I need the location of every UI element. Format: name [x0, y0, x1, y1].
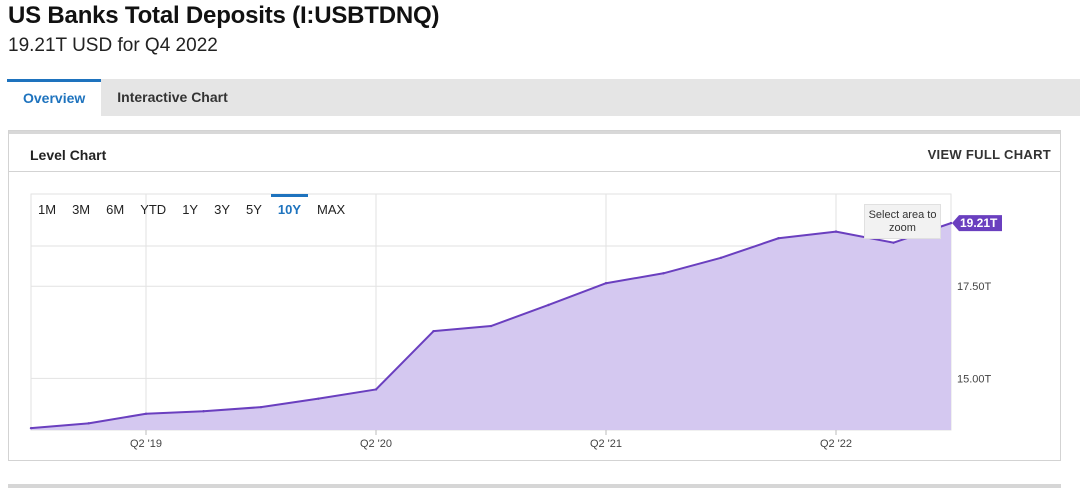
data-point [29, 426, 33, 430]
data-point [432, 329, 435, 333]
y-tick-label: 15.00T [957, 373, 992, 385]
data-point [144, 412, 148, 415]
card-title: Level Chart [30, 147, 107, 163]
time-range-selector: 1M 3M 6M YTD 1Y 3Y 5Y 10Y MAX [30, 194, 353, 224]
range-button-1m[interactable]: 1M [38, 202, 57, 217]
x-tick-label: Q2 '21 [590, 438, 622, 450]
section-divider [8, 484, 1061, 488]
data-point [834, 230, 838, 233]
data-point [949, 221, 953, 225]
tab-interactive-chart[interactable]: Interactive Chart [117, 89, 228, 105]
range-button-5y[interactable]: 5Y [246, 202, 262, 217]
data-point [259, 405, 263, 409]
select-area-to-zoom-button[interactable]: Select area to zoom [864, 204, 941, 239]
range-button-max[interactable]: MAX [317, 202, 346, 217]
card-header: Level Chart VIEW FULL CHART [9, 131, 1060, 172]
range-button-10y[interactable]: 10Y [270, 194, 309, 224]
data-point [489, 324, 493, 328]
last-value-badge [952, 215, 1002, 232]
x-tick-label: Q2 '20 [360, 438, 392, 450]
data-point [547, 303, 550, 307]
range-button-ytd[interactable]: YTD [140, 202, 167, 217]
view-full-chart-link[interactable]: VIEW FULL CHART [927, 147, 1051, 162]
range-button-6m[interactable]: 6M [106, 202, 125, 217]
x-tick-label: Q2 '19 [130, 438, 162, 450]
data-point [374, 388, 378, 391]
data-point [892, 241, 895, 244]
data-point [87, 422, 90, 425]
data-point [202, 409, 205, 413]
range-button-3y[interactable]: 3Y [214, 202, 230, 217]
data-point [662, 272, 665, 275]
latest-value-subtitle: 19.21T USD for Q4 2022 [8, 35, 218, 56]
x-tick-label: Q2 '22 [820, 438, 852, 450]
data-point [317, 397, 320, 400]
page-title: US Banks Total Deposits (I:USBTDNQ) [8, 2, 440, 29]
last-value-label: 19.21T [960, 216, 998, 230]
tab-overview[interactable]: Overview [7, 79, 102, 116]
range-button-1y[interactable]: 1Y [182, 202, 199, 217]
y-tick-label: 17.50T [957, 281, 992, 293]
data-point [719, 256, 723, 259]
range-button-3m[interactable]: 3M [72, 202, 91, 217]
tab-bar: Overview Interactive Chart [7, 79, 1080, 116]
data-point [777, 237, 780, 240]
data-point [604, 282, 608, 285]
